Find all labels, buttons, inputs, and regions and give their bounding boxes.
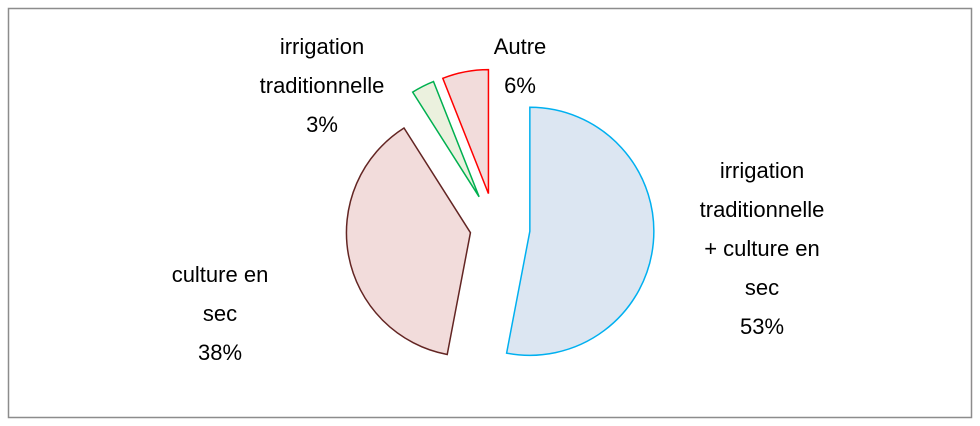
- pie-slice: [441, 68, 490, 194]
- slice-value-label: 53%: [740, 314, 784, 339]
- slice-label: culture en sec: [172, 262, 269, 326]
- slice-value-label: 38%: [198, 340, 242, 365]
- chart-frame: [7, 7, 973, 419]
- slice-value-label: 3%: [306, 112, 338, 137]
- pie-slice: [505, 106, 655, 356]
- slice-label: irrigation traditionnelle + culture en sec: [700, 158, 825, 300]
- slice-label: irrigation traditionnelle: [260, 34, 385, 98]
- pie-slice: [345, 126, 472, 356]
- slice-value-label: 6%: [504, 73, 536, 98]
- slice-label: Autre: [494, 34, 547, 59]
- pie-slice: [411, 80, 480, 198]
